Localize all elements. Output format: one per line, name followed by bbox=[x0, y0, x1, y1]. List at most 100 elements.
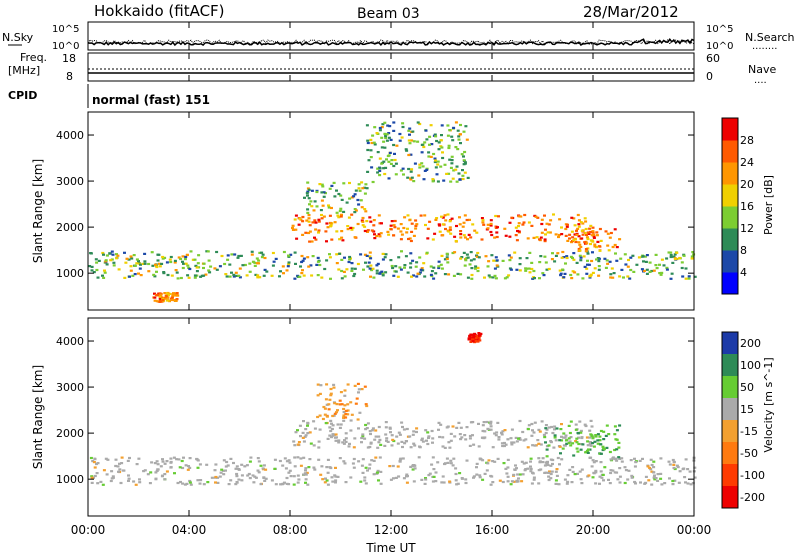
heatmap-cell bbox=[238, 267, 242, 270]
heatmap-cell bbox=[150, 251, 154, 254]
heatmap-cell bbox=[296, 474, 300, 477]
heatmap-cell bbox=[114, 464, 118, 468]
heatmap-cell bbox=[589, 274, 593, 277]
heatmap-cell bbox=[431, 178, 435, 181]
heatmap-cell bbox=[614, 438, 618, 441]
heatmap-cell bbox=[489, 422, 493, 425]
heatmap-cell bbox=[307, 214, 311, 217]
heatmap-cell bbox=[307, 466, 311, 469]
heatmap-cell bbox=[671, 479, 675, 483]
colorbar-frame bbox=[721, 117, 739, 295]
heatmap-cell bbox=[584, 424, 588, 428]
heatmap-cell bbox=[500, 433, 504, 436]
heatmap-cell bbox=[318, 183, 322, 186]
heatmap-cell bbox=[458, 472, 462, 475]
heatmap-cell bbox=[360, 181, 364, 184]
heatmap-cell bbox=[173, 259, 177, 262]
heatmap-cell bbox=[469, 251, 473, 254]
heatmap-cell bbox=[392, 129, 396, 132]
heatmap-cell bbox=[310, 205, 314, 208]
heatmap-cell bbox=[221, 469, 225, 472]
heatmap-cell bbox=[333, 195, 337, 198]
heatmap-cell bbox=[206, 481, 210, 484]
heatmap-cell bbox=[432, 468, 436, 471]
heatmap-cell bbox=[306, 256, 310, 259]
heatmap-cell bbox=[154, 471, 158, 474]
heatmap-cell bbox=[618, 238, 622, 241]
heatmap-cell bbox=[510, 443, 514, 446]
heatmap-cell bbox=[335, 403, 339, 406]
heatmap-cell bbox=[90, 476, 94, 479]
heatmap-cell bbox=[364, 423, 368, 427]
heatmap-cell bbox=[408, 142, 412, 145]
heatmap-cell bbox=[169, 457, 173, 460]
heatmap-cell bbox=[346, 383, 350, 386]
heatmap-cell bbox=[384, 136, 388, 140]
heatmap-cell bbox=[350, 262, 354, 265]
heatmap-cell bbox=[568, 237, 571, 240]
heatmap-cell bbox=[258, 276, 262, 279]
heatmap-cell bbox=[454, 479, 458, 482]
heatmap-cell bbox=[385, 133, 389, 136]
heatmap-cell bbox=[127, 479, 130, 482]
heatmap-cell bbox=[459, 438, 463, 441]
heatmap-cell bbox=[299, 218, 303, 221]
heatmap-cell bbox=[365, 404, 369, 408]
heatmap-cell bbox=[607, 249, 611, 252]
heatmap-cell bbox=[544, 441, 547, 444]
heatmap-cell bbox=[568, 233, 572, 236]
heatmap-cell bbox=[153, 292, 156, 295]
heatmap-cell bbox=[599, 443, 603, 446]
heatmap-cell bbox=[457, 421, 461, 424]
heatmap-cell bbox=[342, 442, 346, 445]
heatmap-cell bbox=[598, 249, 602, 252]
heatmap-cell bbox=[102, 276, 106, 279]
heatmap-cell bbox=[422, 178, 426, 181]
heatmap-cell bbox=[554, 233, 558, 236]
heatmap-cell bbox=[368, 430, 372, 433]
heatmap-cell bbox=[285, 482, 289, 485]
heatmap-cell bbox=[590, 234, 594, 237]
colorbar-tick-label: 15 bbox=[740, 403, 754, 416]
heatmap-cell bbox=[436, 163, 440, 166]
heatmap-cell bbox=[509, 483, 513, 486]
heatmap-cell bbox=[652, 476, 656, 479]
heatmap-cell bbox=[638, 459, 642, 462]
heatmap-cell bbox=[251, 260, 255, 263]
colorbar-swatch bbox=[722, 398, 738, 421]
colorbar-tick-label: 200 bbox=[740, 337, 761, 350]
heatmap-cell bbox=[91, 460, 95, 463]
heatmap-cell bbox=[224, 469, 227, 472]
heatmap-cell bbox=[483, 276, 486, 279]
heatmap-cell bbox=[253, 475, 257, 478]
heatmap-cell bbox=[518, 438, 522, 441]
heatmap-cell bbox=[448, 226, 452, 229]
heatmap-cell bbox=[322, 215, 326, 218]
heatmap-cell bbox=[379, 470, 383, 473]
heatmap-cell bbox=[129, 255, 133, 258]
heatmap-cell bbox=[257, 259, 261, 262]
heatmap-cell bbox=[401, 125, 405, 129]
heatmap-cell bbox=[377, 214, 381, 217]
heatmap-cell bbox=[538, 261, 542, 264]
heatmap-cell bbox=[446, 213, 450, 216]
heatmap-cell bbox=[576, 227, 580, 230]
heatmap-cell bbox=[385, 158, 388, 161]
heatmap-cell bbox=[489, 230, 493, 234]
heatmap-cell bbox=[346, 409, 350, 412]
heatmap-cell bbox=[309, 200, 313, 203]
heatmap-cell bbox=[369, 264, 373, 267]
heatmap-cell bbox=[589, 239, 593, 242]
heatmap-cell bbox=[607, 478, 610, 481]
heatmap-cell bbox=[415, 223, 419, 226]
heatmap-cell bbox=[161, 474, 164, 477]
heatmap-cell bbox=[603, 466, 607, 469]
heatmap-cell bbox=[376, 151, 380, 154]
heatmap-cell bbox=[374, 435, 378, 438]
heatmap-cell bbox=[465, 426, 469, 429]
colorbar-tick-label: 24 bbox=[740, 156, 754, 169]
heatmap-cell bbox=[570, 481, 574, 484]
heatmap-cell bbox=[326, 471, 330, 474]
heatmap-cell bbox=[423, 214, 427, 217]
